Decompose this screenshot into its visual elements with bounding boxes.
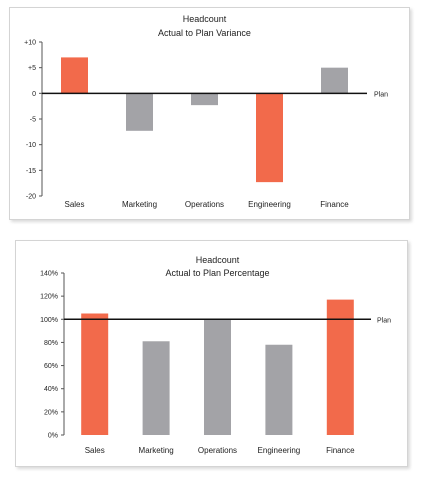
plan-label: Plan <box>374 91 388 98</box>
plan-label: Plan <box>377 317 391 324</box>
y-tick-label: 0 <box>32 91 36 98</box>
category-label: Engineering <box>258 446 301 455</box>
category-label: Finance <box>326 446 355 455</box>
category-label: Sales <box>64 200 84 209</box>
bar-operations <box>204 319 231 435</box>
chart-subtitle: Actual to Plan Percentage <box>165 268 269 278</box>
category-label: Operations <box>198 446 237 455</box>
y-tick-label: -15 <box>26 168 36 175</box>
y-tick-label: -20 <box>26 194 36 201</box>
chart-title: Headcount <box>196 255 240 265</box>
bar-finance <box>326 299 354 435</box>
category-label: Marketing <box>122 200 157 209</box>
chart-title: Headcount <box>183 14 227 24</box>
percentage-chart-panel: Headcount Actual to Plan Percentage 140% 12… <box>15 240 408 467</box>
category-label: Marketing <box>139 446 174 455</box>
y-tick-label: 0% <box>48 433 58 440</box>
y-tick-label: 120% <box>40 294 58 301</box>
category-label: Sales <box>85 446 105 455</box>
bar-sales <box>81 313 109 435</box>
bar-marketing <box>142 341 170 435</box>
y-tick-label: 40% <box>44 386 58 393</box>
bar-sales <box>61 57 88 94</box>
y-tick-label: -10 <box>26 142 36 149</box>
y-tick-label: 20% <box>44 409 58 416</box>
y-tick-label: +10 <box>24 40 36 47</box>
y-tick-label: 80% <box>44 340 58 347</box>
y-tick-label: +5 <box>28 65 36 72</box>
category-label: Engineering <box>248 200 291 209</box>
variance-chart-panel: Headcount Actual to Plan Variance +10 +5 0 -5… <box>9 7 410 220</box>
category-label: Operations <box>185 200 224 209</box>
bar-operations <box>191 93 218 106</box>
category-label: Finance <box>320 200 349 209</box>
bar-finance <box>321 67 348 94</box>
bar-engineering <box>265 344 293 435</box>
variance-chart: Headcount Actual to Plan Variance +10 +5 0 -5… <box>24 14 388 209</box>
bar-marketing <box>126 93 153 131</box>
chart-subtitle: Actual to Plan Variance <box>158 28 251 38</box>
y-tick-label: 60% <box>44 363 58 370</box>
percentage-chart: Headcount Actual to Plan Percentage 140% 12… <box>40 255 391 455</box>
y-tick-label: 140% <box>40 271 58 278</box>
y-tick-label: 100% <box>40 317 58 324</box>
y-tick-label: -5 <box>30 117 36 124</box>
bar-engineering <box>256 93 283 183</box>
